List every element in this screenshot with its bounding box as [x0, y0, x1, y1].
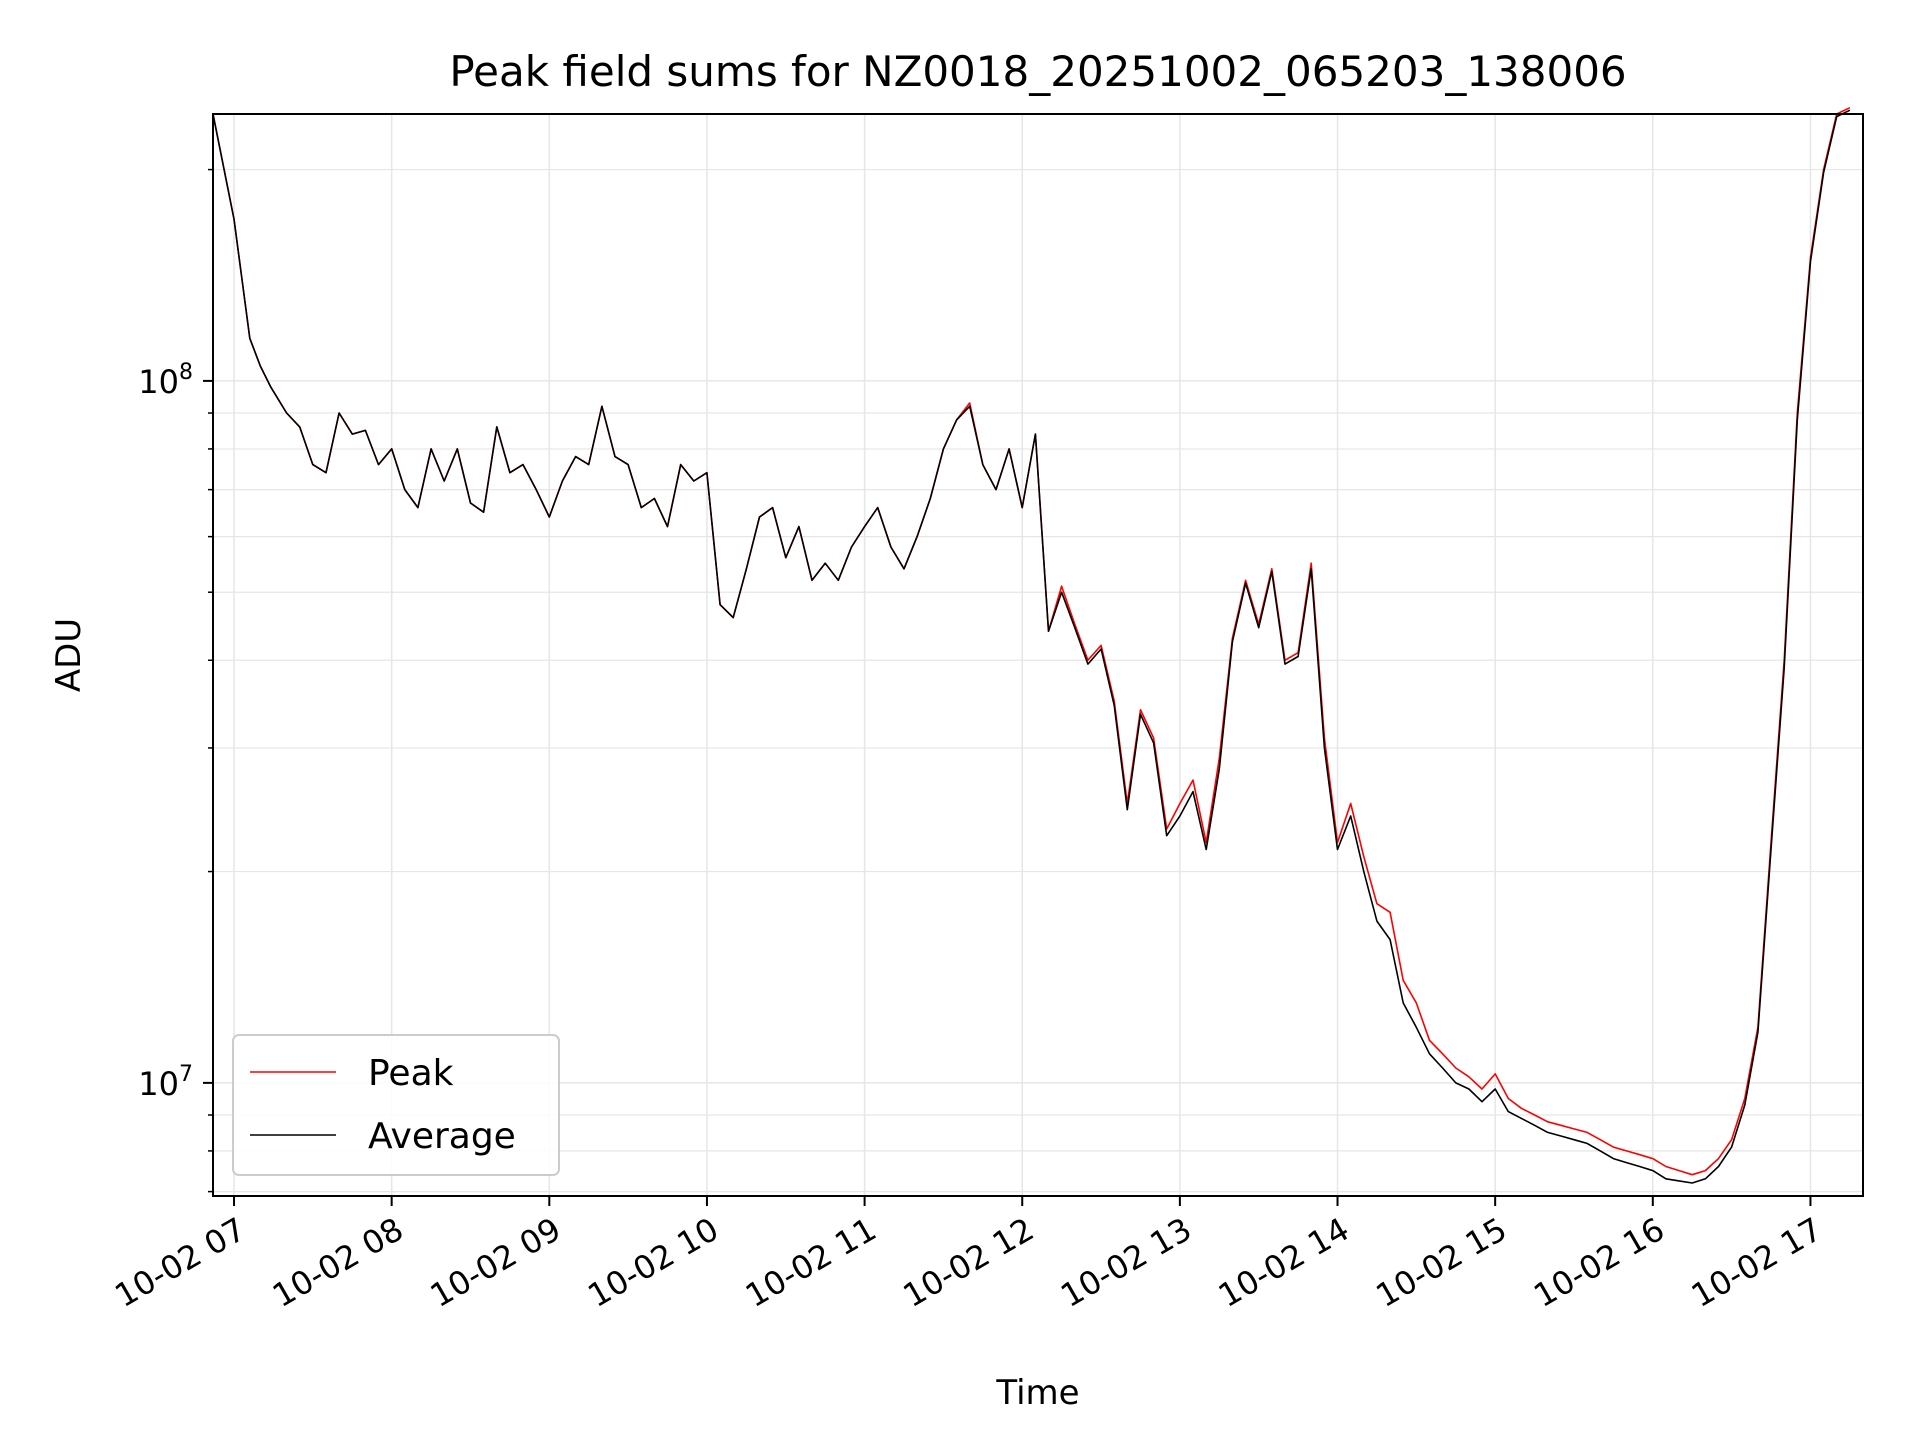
y-tick-label: 107	[138, 1062, 193, 1103]
y-tick-label: 108	[138, 360, 193, 401]
grid	[213, 114, 1863, 1196]
plot-frame	[212, 113, 1864, 1197]
legend-label-peak: Peak	[368, 1053, 454, 1094]
chart-title: Peak field sums for NZ0018_20251002_0652…	[449, 47, 1626, 96]
series-line-average	[212, 109, 1851, 1184]
y-axis: 107 108	[138, 168, 213, 1193]
legend-box	[232, 1034, 560, 1176]
legend-label-average: Average	[368, 1116, 516, 1157]
legend: Peak Average	[232, 1034, 560, 1176]
series-layer	[212, 106, 1851, 1184]
x-axis-label: Time	[995, 1373, 1079, 1413]
y-axis-label: ADU	[49, 618, 89, 692]
